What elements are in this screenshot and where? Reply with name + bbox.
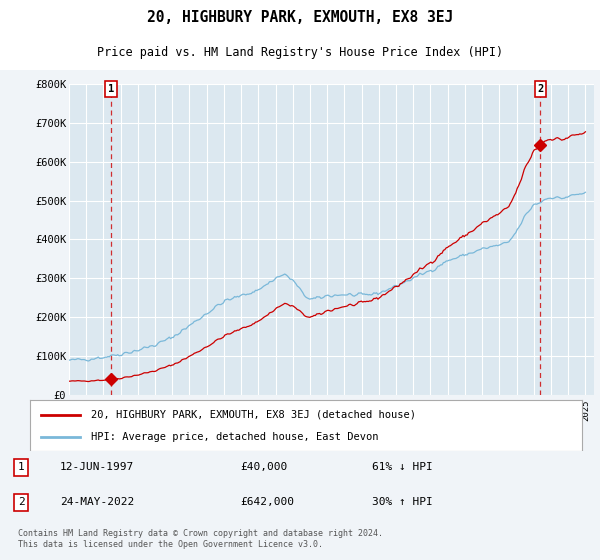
Text: 30% ↑ HPI: 30% ↑ HPI: [372, 497, 433, 507]
Text: 2: 2: [17, 497, 25, 507]
Text: HPI: Average price, detached house, East Devon: HPI: Average price, detached house, East…: [91, 432, 378, 442]
Text: 2: 2: [538, 84, 544, 94]
Text: 12-JUN-1997: 12-JUN-1997: [60, 463, 134, 473]
Text: Price paid vs. HM Land Registry's House Price Index (HPI): Price paid vs. HM Land Registry's House …: [97, 46, 503, 59]
Text: £642,000: £642,000: [240, 497, 294, 507]
Text: £40,000: £40,000: [240, 463, 287, 473]
Text: 1: 1: [108, 84, 114, 94]
Text: 20, HIGHBURY PARK, EXMOUTH, EX8 3EJ: 20, HIGHBURY PARK, EXMOUTH, EX8 3EJ: [147, 10, 453, 25]
Text: 61% ↓ HPI: 61% ↓ HPI: [372, 463, 433, 473]
Text: 20, HIGHBURY PARK, EXMOUTH, EX8 3EJ (detached house): 20, HIGHBURY PARK, EXMOUTH, EX8 3EJ (det…: [91, 409, 416, 419]
Text: 1: 1: [17, 463, 25, 473]
Text: 24-MAY-2022: 24-MAY-2022: [60, 497, 134, 507]
Text: Contains HM Land Registry data © Crown copyright and database right 2024.
This d: Contains HM Land Registry data © Crown c…: [18, 529, 383, 549]
